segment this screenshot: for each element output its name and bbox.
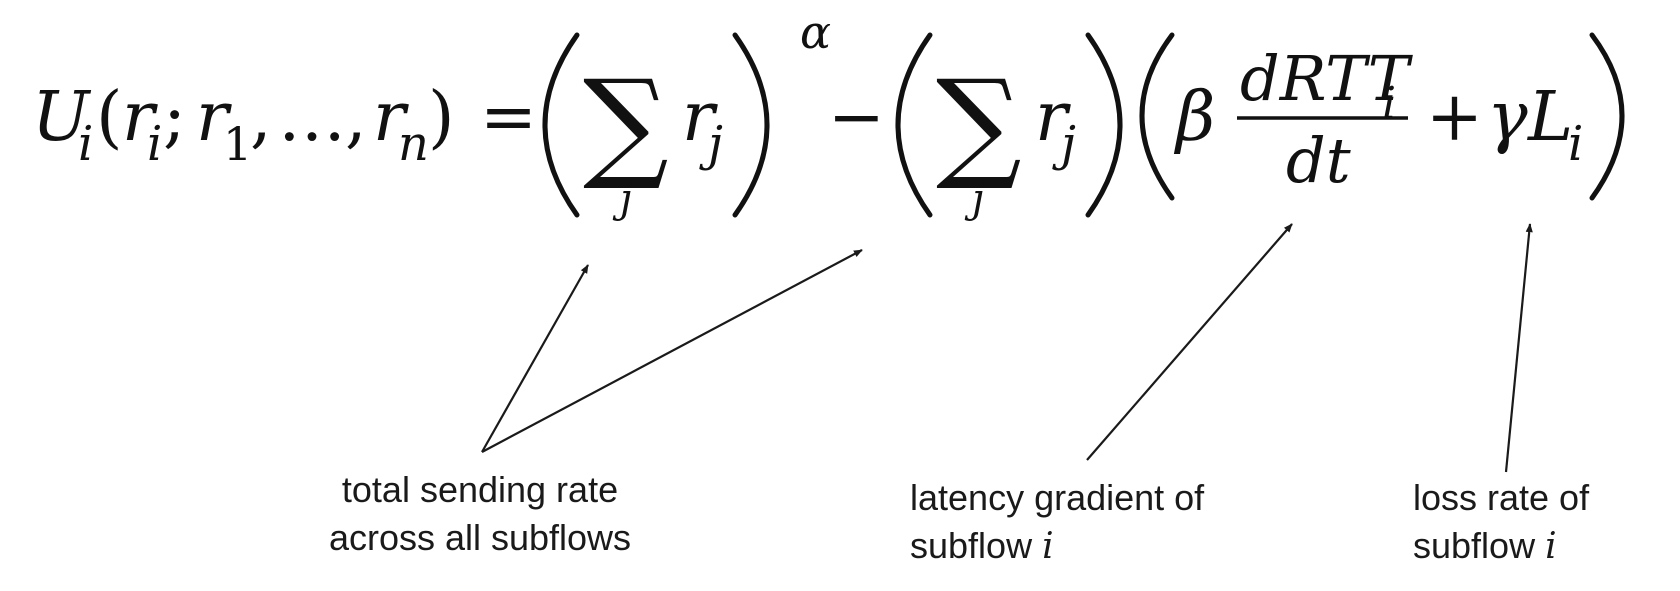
eq-sum-1: ∑	[583, 55, 669, 194]
label-loss-line2-var: i	[1545, 526, 1557, 567]
annotation-latency-gradient: latency gradient of subflow i	[910, 477, 1205, 567]
big-paren-left-2	[895, 32, 933, 218]
eq-plus: +	[1426, 78, 1483, 157]
eq-fraction-numerator: dRTT	[1240, 42, 1414, 115]
eq-L-subscript-i: i	[1568, 116, 1583, 172]
eq-r-i-subscript: i	[147, 116, 162, 172]
annotation-total-sending-rate: total sending rate across all subflows	[329, 469, 631, 558]
eq-r-j-1: r	[682, 78, 718, 157]
eq-r-1: r	[196, 78, 232, 157]
eq-numerator-subscript-i: i	[1382, 78, 1396, 129]
eq-equals: =	[480, 78, 537, 157]
annotation-loss-rate: loss rate of subflow i	[1413, 477, 1590, 567]
label-loss-line2-text: subflow	[1413, 525, 1545, 566]
eq-r-j-2: r	[1035, 78, 1071, 157]
arrow-loss-rate	[1504, 223, 1533, 473]
label-total-rate-line1: total sending rate	[342, 469, 618, 510]
eq-minus: −	[828, 78, 885, 157]
arrow-total-rate-to-first-sum	[481, 264, 589, 453]
arrow-total-rate-to-second-sum	[481, 249, 863, 453]
big-paren-left-3	[1139, 32, 1175, 201]
eq-sum-2: ∑	[936, 55, 1022, 194]
eq-comma-2: ,	[345, 78, 367, 157]
utility-equation: U i ( r i ; r 1 , … , r n ) = ∑ j r j α …	[32, 5, 1625, 222]
eq-U: U	[32, 78, 92, 157]
annotation-arrows	[481, 223, 1533, 473]
eq-beta: β	[1173, 78, 1215, 157]
eq-r-i: r	[122, 78, 158, 157]
label-total-rate-line2: across all subflows	[329, 517, 631, 558]
eq-ellipsis: …	[278, 78, 346, 157]
eq-arg-open-paren: (	[96, 78, 123, 157]
eq-r-1-subscript: 1	[223, 117, 252, 171]
eq-comma-1: ,	[250, 78, 272, 157]
label-latency-line1: latency gradient of	[910, 477, 1205, 518]
label-latency-line2-text: subflow	[910, 525, 1042, 566]
arrow-latency-gradient	[1086, 223, 1293, 461]
eq-r-n: r	[373, 78, 409, 157]
eq-alpha-exponent: α	[800, 5, 831, 59]
label-loss-line1: loss rate of	[1413, 477, 1590, 518]
eq-r-n-subscript: n	[398, 116, 429, 172]
eq-fraction-denominator: dt	[1286, 124, 1351, 197]
eq-arg-close-paren: )	[428, 78, 455, 157]
big-paren-left-1	[542, 32, 580, 218]
eq-U-subscript-i: i	[78, 116, 93, 172]
eq-semicolon: ;	[163, 78, 186, 157]
eq-L: L	[1526, 78, 1573, 157]
label-loss-line2: subflow i	[1413, 525, 1557, 567]
big-paren-right-3	[1589, 32, 1625, 201]
big-paren-right-2	[1085, 32, 1123, 218]
label-latency-line2: subflow i	[910, 525, 1054, 567]
big-paren-right-1	[732, 32, 770, 218]
eq-gamma: γ	[1487, 78, 1528, 157]
label-latency-line2-var: i	[1042, 526, 1054, 567]
